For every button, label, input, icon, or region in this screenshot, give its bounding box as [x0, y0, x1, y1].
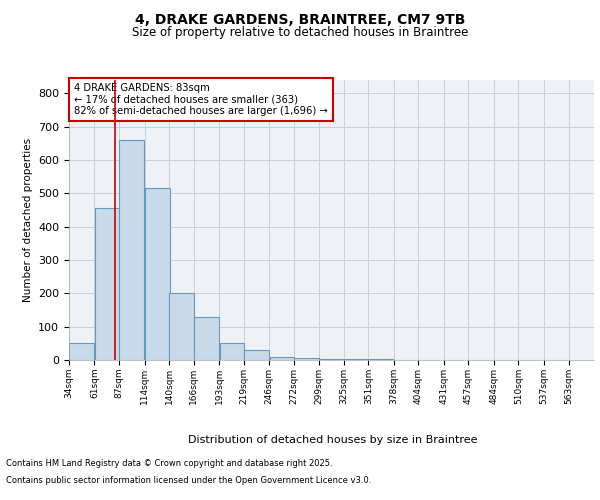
Bar — [320, 359, 344, 360]
Bar — [244, 350, 269, 360]
Y-axis label: Number of detached properties: Number of detached properties — [23, 138, 32, 302]
Bar — [169, 294, 194, 360]
Bar — [220, 344, 244, 360]
Bar — [95, 208, 119, 360]
Bar — [194, 318, 219, 360]
Bar — [269, 356, 294, 360]
Bar — [145, 188, 170, 360]
Text: Contains HM Land Registry data © Crown copyright and database right 2025.: Contains HM Land Registry data © Crown c… — [6, 458, 332, 468]
Bar — [70, 344, 94, 360]
Text: Contains public sector information licensed under the Open Government Licence v3: Contains public sector information licen… — [6, 476, 371, 485]
Bar — [119, 140, 144, 360]
Bar — [294, 358, 319, 360]
Text: Size of property relative to detached houses in Braintree: Size of property relative to detached ho… — [132, 26, 468, 39]
Text: Distribution of detached houses by size in Braintree: Distribution of detached houses by size … — [188, 435, 478, 445]
Text: 4, DRAKE GARDENS, BRAINTREE, CM7 9TB: 4, DRAKE GARDENS, BRAINTREE, CM7 9TB — [135, 12, 465, 26]
Text: 4 DRAKE GARDENS: 83sqm
← 17% of detached houses are smaller (363)
82% of semi-de: 4 DRAKE GARDENS: 83sqm ← 17% of detached… — [74, 83, 328, 116]
